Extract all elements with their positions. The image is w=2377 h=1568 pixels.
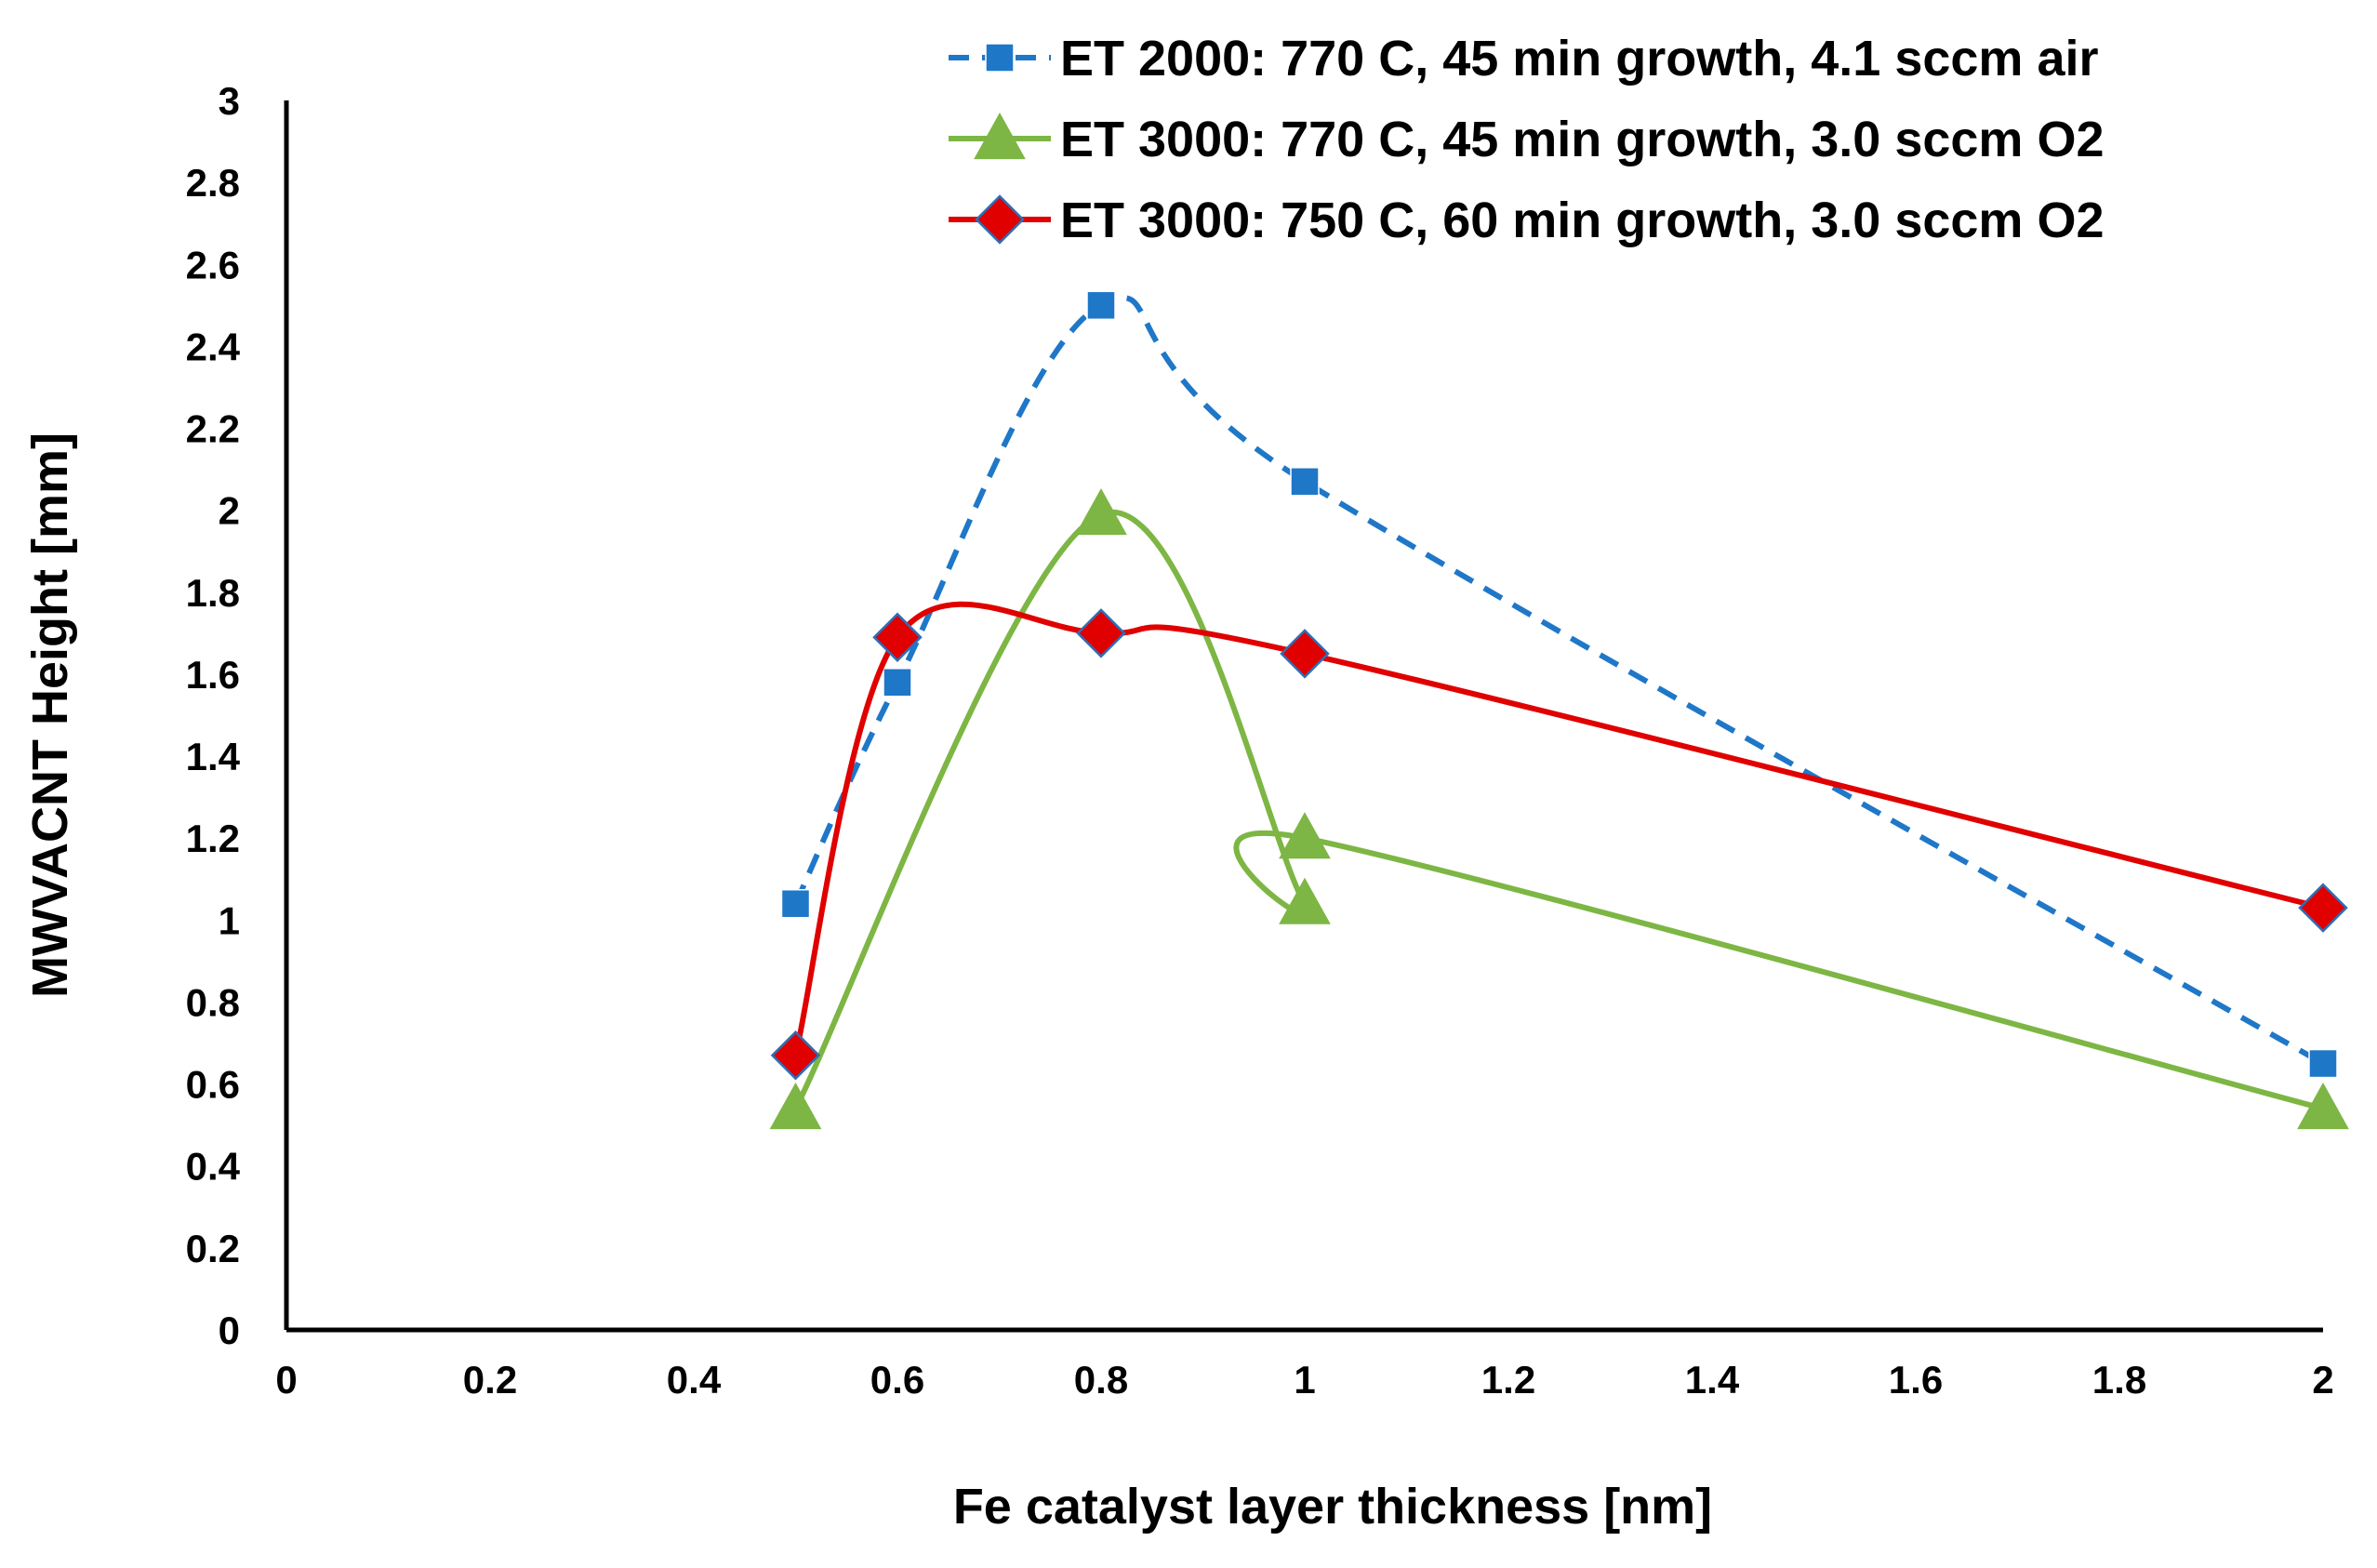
series-1 xyxy=(780,290,2338,1079)
data-point xyxy=(780,888,811,919)
y-tick-label: 2.8 xyxy=(186,161,240,205)
y-tick-label: 1 xyxy=(219,898,240,942)
y-tick-label: 2.6 xyxy=(186,243,240,286)
y-tick-label: 1.8 xyxy=(186,571,240,615)
y-tick-label: 0.2 xyxy=(186,1227,240,1270)
data-point xyxy=(2308,1048,2338,1079)
series-line xyxy=(792,601,2326,1058)
legend-entry: ET 3000: 770 C, 45 min growth, 3.0 sccm … xyxy=(949,112,2104,167)
legend-entry: ET 3000: 750 C, 60 min growth, 3.0 sccm … xyxy=(949,193,2104,248)
data-point xyxy=(1280,629,1330,679)
series-layer xyxy=(769,290,2349,1130)
y-tick-label: 1.4 xyxy=(186,735,241,778)
data-point xyxy=(1086,290,1116,321)
series-line xyxy=(792,509,2326,1111)
y-tick-label: 0.6 xyxy=(186,1063,240,1107)
x-tick-label: 2 xyxy=(2312,1358,2333,1402)
x-tick-label: 1.6 xyxy=(1889,1358,1943,1402)
x-tick-label: 1.4 xyxy=(1685,1358,1740,1402)
axes: 0 0.2 0.4 0.6 0.8 1 1.2 1.4 1.6 1.8 2 0 0.2 0.4 0.6 0.8… xyxy=(186,79,2334,1402)
legend-label: ET 3000: 750 C, 60 min growth, 3.0 sccm … xyxy=(1060,193,2104,248)
x-tick-label: 0.6 xyxy=(870,1358,924,1402)
x-axis-title: Fe catalyst layer thickness [nm] xyxy=(953,1479,1712,1535)
y-tick-label: 0.4 xyxy=(186,1145,241,1189)
y-tick-label: 1.6 xyxy=(186,653,240,697)
x-tick-label: 1.8 xyxy=(2092,1358,2146,1402)
legend-marker xyxy=(985,43,1015,73)
x-tick-label: 0.4 xyxy=(667,1358,722,1402)
legend-marker xyxy=(975,194,1025,245)
legend-label: ET 3000: 770 C, 45 min growth, 3.0 sccm … xyxy=(1060,112,2104,167)
x-tick-label: 0.2 xyxy=(463,1358,517,1402)
y-tick-label: 0 xyxy=(219,1309,240,1352)
y-tick-label: 2.2 xyxy=(186,407,240,451)
x-tick-label: 0.8 xyxy=(1074,1358,1128,1402)
legend-label: ET 2000: 770 C, 45 min growth, 4.1 sccm … xyxy=(1060,31,2099,86)
legend-entry: ET 2000: 770 C, 45 min growth, 4.1 sccm … xyxy=(949,31,2099,86)
y-tick-label: 1.2 xyxy=(186,817,240,860)
y-axis-title: MWVACNT Height [mm] xyxy=(22,432,78,998)
data-point xyxy=(769,1083,822,1130)
y-tick-label: 2.4 xyxy=(186,325,241,368)
data-point xyxy=(2298,883,2348,933)
data-point xyxy=(883,667,912,698)
data-point xyxy=(2297,1083,2349,1130)
data-point xyxy=(1290,467,1320,497)
data-point xyxy=(1279,877,1331,924)
series-3 xyxy=(770,601,2348,1081)
data-point xyxy=(872,612,923,663)
x-tick-label: 1 xyxy=(1294,1358,1315,1402)
data-point xyxy=(770,1030,821,1081)
y-tick-label: 0.8 xyxy=(186,980,240,1024)
data-point xyxy=(1075,488,1127,536)
legend: ET 2000: 770 C, 45 min growth, 4.1 sccm … xyxy=(949,31,2104,248)
data-point xyxy=(1076,608,1126,658)
y-tick-label: 3 xyxy=(219,79,240,123)
x-tick-label: 0 xyxy=(275,1358,297,1402)
legend-marker xyxy=(974,112,1026,160)
y-tick-label: 2 xyxy=(219,489,240,533)
x-tick-label: 1.2 xyxy=(1481,1358,1535,1402)
data-point xyxy=(1279,812,1331,859)
series-line xyxy=(792,295,2325,1067)
series-2 xyxy=(769,488,2349,1130)
